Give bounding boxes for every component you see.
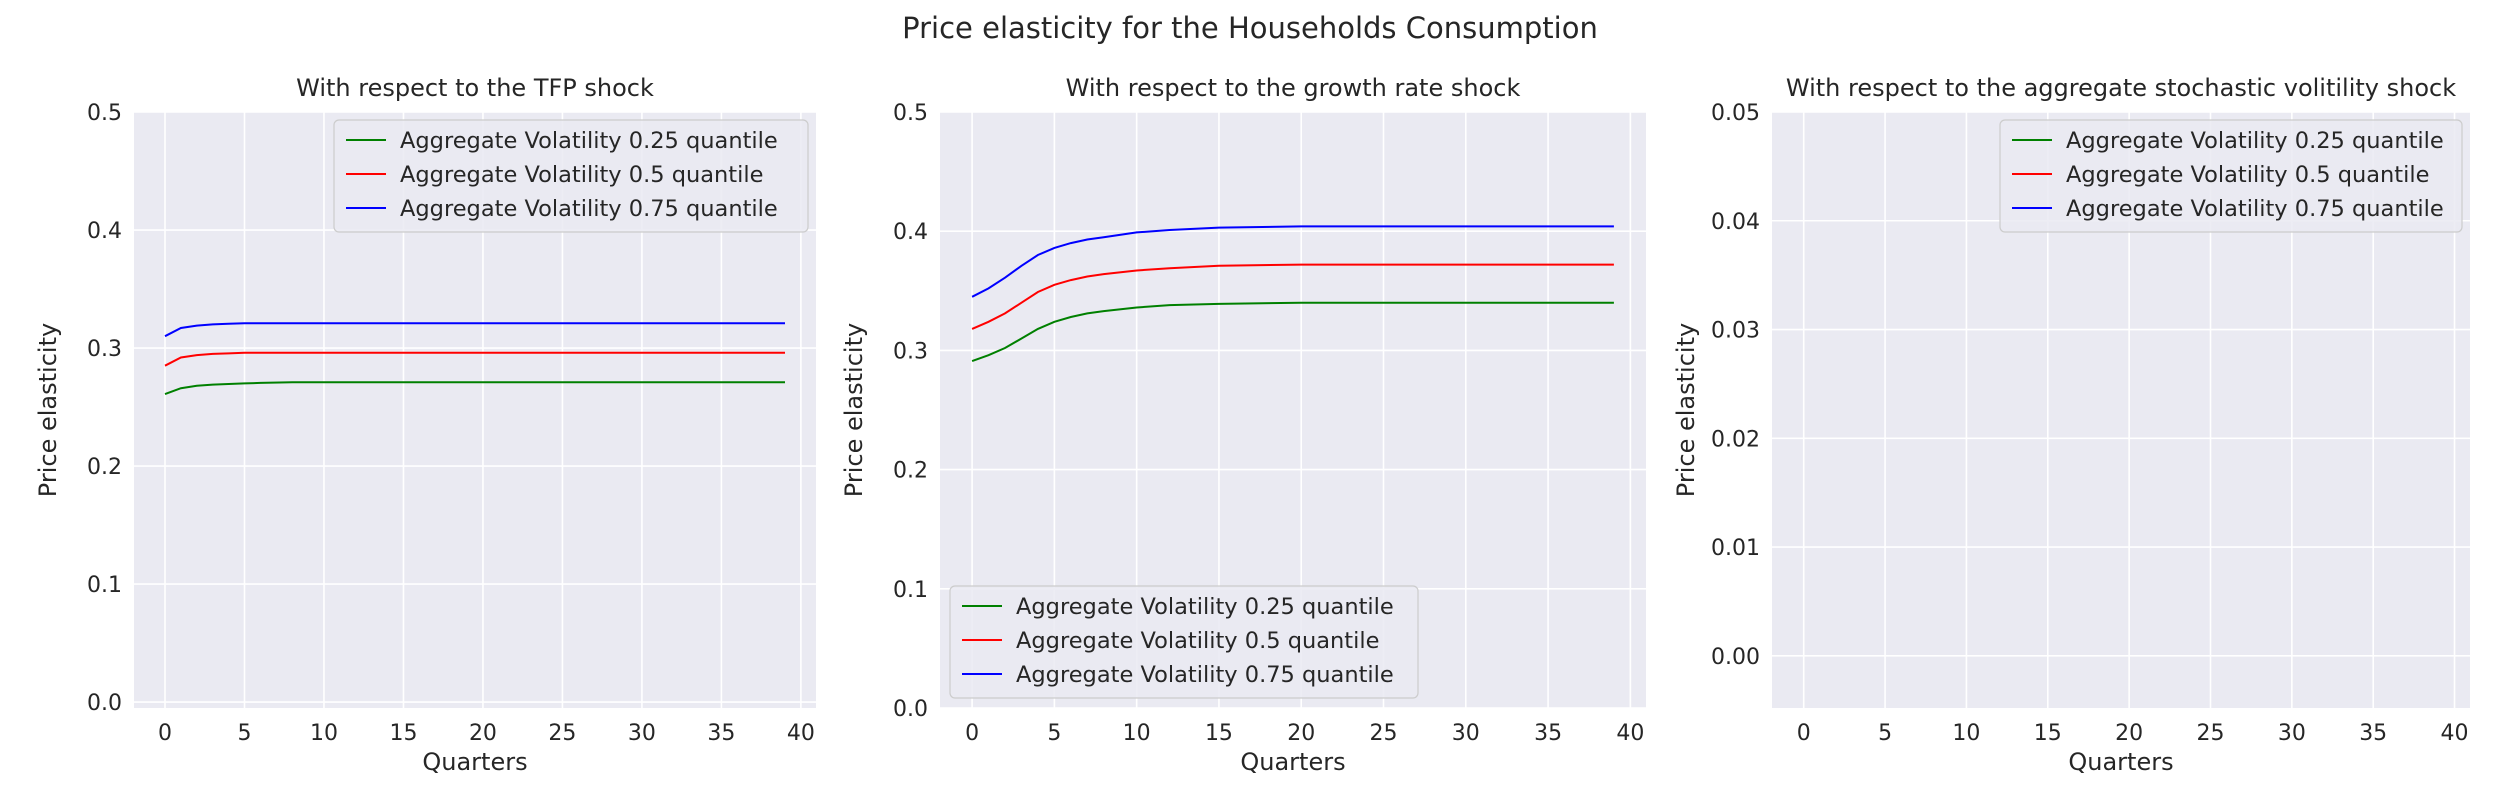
y-axis-label: Price elasticity [34, 323, 62, 497]
legend-label-3: Aggregate Volatility 0.75 quantile [400, 196, 778, 222]
figure-title: Price elasticity for the Households Cons… [902, 11, 1598, 45]
x-tick-label: 25 [2196, 721, 2224, 746]
x-tick-label: 15 [389, 721, 417, 746]
y-axis-label: Price elasticity [1672, 323, 1700, 497]
x-tick-label: 40 [787, 721, 815, 746]
y-tick-label: 0.3 [87, 337, 122, 362]
x-tick-label: 25 [1370, 721, 1398, 746]
x-tick-label: 35 [707, 721, 735, 746]
series-line-1 [164, 381, 785, 396]
x-tick-label: 20 [2115, 721, 2143, 746]
legend: Aggregate Volatility 0.25 quantile Aggreg… [1999, 119, 2463, 233]
x-tick-label: 40 [2441, 721, 2469, 746]
x-tick-label: 35 [1534, 721, 1562, 746]
series-line-1 [971, 301, 1614, 363]
y-tick-label: 0.01 [1711, 536, 1760, 561]
legend-box [333, 119, 809, 233]
panel-title: With respect to the aggregate stochastic… [1786, 74, 2456, 102]
chart-panel-3: 0 5 10 15 20 25 30 35 40 0.00 0.01 0.02 0.03 0.04 0.05… [1672, 74, 2470, 776]
x-tick-label: 20 [1287, 721, 1315, 746]
y-tick-label: 0.1 [893, 578, 928, 603]
x-tick-label: 15 [1205, 721, 1233, 746]
x-tick-label: 40 [1616, 721, 1644, 746]
legend-label-1: Aggregate Volatility 0.25 quantile [400, 128, 778, 154]
y-tick-label: 0.1 [87, 573, 122, 598]
y-axis-label: Price elasticity [840, 323, 868, 497]
chart-panel-1: 0 5 10 15 20 25 30 35 40 0.0 0.1 0.2 0.3 0.4 0.5 With r… [34, 74, 816, 776]
legend-label-2: Aggregate Volatility 0.5 quantile [2066, 162, 2429, 188]
y-tick-label: 0.02 [1711, 427, 1760, 452]
x-tick-label: 20 [469, 721, 497, 746]
x-tick-label: 30 [1452, 721, 1480, 746]
y-tick-label: 0.04 [1711, 210, 1760, 235]
y-tick-label: 0.5 [87, 101, 122, 126]
series-line-3 [164, 322, 785, 338]
chart-panel-2: 0 5 10 15 20 25 30 35 40 0.0 0.1 0.2 0.3 0.4 0.5 With r… [840, 74, 1646, 776]
legend-label-3: Aggregate Volatility 0.75 quantile [2066, 196, 2444, 222]
x-tick-label: 5 [1878, 721, 1892, 746]
y-tick-label: 0.05 [1711, 101, 1760, 126]
x-axis-label: Quarters [1240, 748, 1345, 776]
y-tick-label: 0.2 [893, 459, 928, 484]
x-axis-label: Quarters [422, 748, 527, 776]
x-tick-label: 10 [310, 721, 338, 746]
x-tick-label: 10 [1123, 721, 1151, 746]
x-tick-label: 5 [1047, 721, 1061, 746]
x-tick-label: 10 [1952, 721, 1980, 746]
x-tick-label: 30 [628, 721, 656, 746]
y-tick-label: 0.0 [893, 697, 928, 722]
y-tick-label: 0.00 [1711, 645, 1760, 670]
x-tick-label: 35 [2359, 721, 2387, 746]
legend-label-1: Aggregate Volatility 0.25 quantile [2066, 128, 2444, 154]
y-tick-label: 0.3 [893, 339, 928, 364]
legend: Aggregate Volatility 0.25 quantile Aggreg… [949, 585, 1419, 699]
x-tick-label: 5 [237, 721, 251, 746]
panel-title: With respect to the TFP shock [296, 74, 654, 102]
series-line-2 [164, 351, 785, 367]
x-tick-label: 0 [158, 721, 172, 746]
x-tick-label: 0 [1797, 721, 1811, 746]
legend-label-2: Aggregate Volatility 0.5 quantile [1016, 628, 1379, 654]
y-tick-label: 0.4 [87, 219, 122, 244]
panel-title: With respect to the growth rate shock [1066, 74, 1521, 102]
legend-label-1: Aggregate Volatility 0.25 quantile [1016, 594, 1394, 620]
series-line-2 [971, 263, 1614, 330]
legend: Aggregate Volatility 0.25 quantile Aggreg… [333, 119, 809, 233]
legend-label-3: Aggregate Volatility 0.75 quantile [1016, 662, 1394, 688]
y-tick-label: 0.2 [87, 455, 122, 480]
x-tick-label: 25 [548, 721, 576, 746]
x-tick-label: 15 [2034, 721, 2062, 746]
x-tick-label: 30 [2278, 721, 2306, 746]
series-line-3 [971, 225, 1614, 298]
x-axis-label: Quarters [2068, 748, 2173, 776]
legend-box [1999, 119, 2463, 233]
y-tick-label: 0.4 [893, 220, 928, 245]
y-tick-label: 0.5 [893, 101, 928, 126]
legend-box [949, 585, 1419, 699]
legend-label-2: Aggregate Volatility 0.5 quantile [400, 162, 763, 188]
x-tick-label: 0 [965, 721, 979, 746]
y-tick-label: 0.0 [87, 691, 122, 716]
y-tick-label: 0.03 [1711, 319, 1760, 344]
